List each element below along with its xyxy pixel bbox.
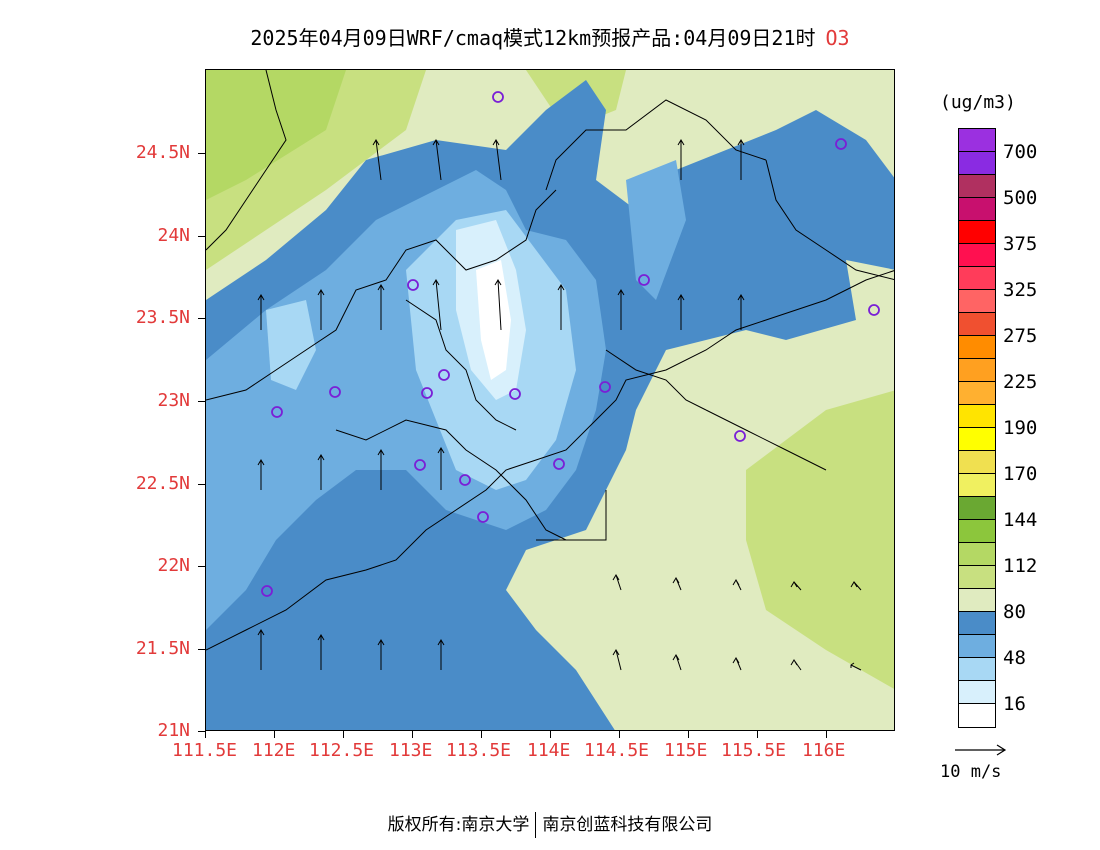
lon-tick — [274, 731, 275, 738]
colorbar-label: 275 — [1003, 325, 1038, 347]
lat-tick — [198, 318, 205, 319]
lat-tick — [198, 236, 205, 237]
colorbar-swatch — [959, 405, 995, 428]
colorbar-swatch — [959, 658, 995, 681]
colorbar-label: 170 — [1003, 463, 1038, 485]
colorbar-swatch — [959, 635, 995, 658]
lat-label: 24.5N — [135, 142, 190, 163]
colorbar-swatch — [959, 129, 995, 152]
colorbar-label: 48 — [1003, 647, 1026, 669]
colorbar-swatch — [959, 267, 995, 290]
wind-reference-label: 10 m/s — [940, 762, 1002, 782]
lon-label: 111.5E — [172, 740, 238, 761]
colorbar-label: 80 — [1003, 601, 1026, 623]
lon-label: 113E — [389, 740, 433, 761]
colorbar-swatch — [959, 451, 995, 474]
colorbar-swatch — [959, 359, 995, 382]
colorbar-label: 144 — [1003, 509, 1038, 531]
colorbar-label: 225 — [1003, 371, 1038, 393]
lat-label: 22.5N — [135, 473, 190, 494]
lon-label: 114.5E — [584, 740, 650, 761]
colorbar-unit: (ug/m3) — [940, 92, 1016, 113]
footer-separator — [535, 812, 537, 838]
forecast-map — [205, 69, 895, 731]
map-canvas — [206, 70, 894, 730]
colorbar-swatch — [959, 290, 995, 313]
colorbar-swatch — [959, 497, 995, 520]
lon-tick — [619, 731, 620, 738]
lat-label: 23.5N — [135, 307, 190, 328]
station-markers — [261, 91, 880, 597]
colorbar-swatch — [959, 474, 995, 497]
colorbar-swatch — [959, 382, 995, 405]
colorbar-swatch — [959, 336, 995, 359]
lat-tick — [198, 484, 205, 485]
colorbar-swatch — [959, 681, 995, 704]
footer-right: 南京创蓝科技有限公司 — [542, 815, 713, 835]
colorbar-swatch — [959, 313, 995, 336]
lon-label: 112.5E — [309, 740, 375, 761]
lon-label: 115.5E — [721, 740, 787, 761]
lon-label: 112E — [252, 740, 296, 761]
lon-label: 114E — [527, 740, 571, 761]
colorbar-swatch — [959, 175, 995, 198]
colorbar-label: 112 — [1003, 555, 1038, 577]
wind-reference-arrow — [955, 744, 1007, 756]
lat-tick — [198, 649, 205, 650]
lon-label: 115E — [664, 740, 708, 761]
species-label: O3 — [825, 26, 850, 50]
copyright-footer: 版权所有:南京大学 南京创蓝科技有限公司 — [0, 810, 1100, 838]
colorbar — [958, 128, 996, 728]
colorbar-label: 375 — [1003, 233, 1038, 255]
lon-label: 116E — [802, 740, 846, 761]
lat-label: 24N — [157, 225, 190, 246]
lon-tick — [412, 731, 413, 738]
colorbar-swatch — [959, 152, 995, 175]
lat-tick — [198, 401, 205, 402]
colorbar-swatch — [959, 589, 995, 612]
footer-left: 版权所有:南京大学 — [387, 815, 530, 835]
lon-tick — [550, 731, 551, 738]
lon-tick — [757, 731, 758, 738]
lat-tick — [198, 731, 205, 732]
colorbar-swatch — [959, 198, 995, 221]
lat-tick — [198, 566, 205, 567]
colorbar-label: 190 — [1003, 417, 1038, 439]
lat-label: 22N — [157, 555, 190, 576]
wind-vectors — [257, 139, 862, 671]
colorbar-swatch — [959, 428, 995, 451]
lon-tick — [481, 731, 482, 738]
colorbar-swatch — [959, 612, 995, 635]
colorbar-label: 16 — [1003, 693, 1026, 715]
title-main: 2025年04月09日WRF/cmaq模式12km预报产品:04月09日21时 — [250, 26, 816, 50]
lon-tick — [688, 731, 689, 738]
lon-tick — [343, 731, 344, 738]
colorbar-swatch — [959, 520, 995, 543]
colorbar-swatch — [959, 543, 995, 566]
colorbar-swatch — [959, 704, 995, 727]
colorbar-label: 500 — [1003, 187, 1038, 209]
lon-tick — [205, 731, 206, 738]
colorbar-swatch — [959, 244, 995, 267]
colorbar-swatch — [959, 221, 995, 244]
chart-title: 2025年04月09日WRF/cmaq模式12km预报产品:04月09日21时 O… — [0, 22, 1100, 51]
colorbar-swatch — [959, 566, 995, 589]
colorbar-label: 700 — [1003, 141, 1038, 163]
lat-label: 21N — [157, 720, 190, 741]
lon-tick — [826, 731, 827, 738]
lat-label: 21.5N — [135, 638, 190, 659]
lat-tick — [198, 153, 205, 154]
colorbar-label: 325 — [1003, 279, 1038, 301]
lat-label: 23N — [157, 390, 190, 411]
lon-label: 113.5E — [446, 740, 512, 761]
